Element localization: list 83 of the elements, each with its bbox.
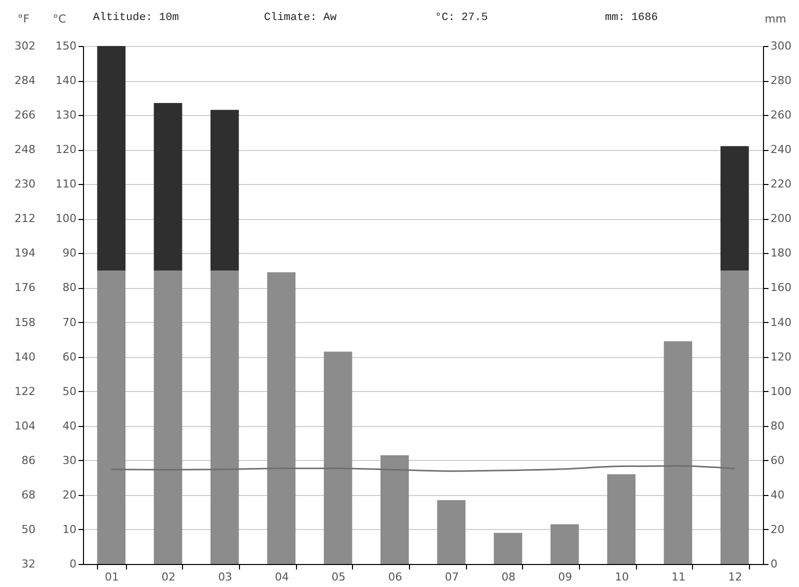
y2-tick-label: 120 xyxy=(770,350,792,364)
y2-tick-label: 80 xyxy=(770,419,784,432)
bar xyxy=(550,524,579,564)
y2-tick-label: 240 xyxy=(770,143,792,156)
y3-tick-label: 86 xyxy=(22,454,36,467)
y-tick-label: 110 xyxy=(56,178,76,191)
y3-tick-label: 212 xyxy=(14,212,36,226)
y3-tick-label: 284 xyxy=(14,74,36,88)
y2-tick-label: 200 xyxy=(770,212,792,226)
x-tick-label: 01 xyxy=(104,570,119,584)
bar xyxy=(97,270,126,564)
y3-tick-label: 68 xyxy=(22,488,36,502)
y3-tick-label: 104 xyxy=(14,419,36,432)
bar xyxy=(267,272,296,564)
text: Altitude: 10m xyxy=(93,12,179,24)
y-tick-label: 90 xyxy=(62,246,76,260)
y3-tick-label: 230 xyxy=(14,178,36,191)
bar xyxy=(210,270,239,564)
y3-tick-label: 194 xyxy=(14,246,36,260)
y2-tick-label: 140 xyxy=(770,316,792,329)
bar xyxy=(154,270,182,564)
y2-tick-label: 180 xyxy=(770,246,792,260)
y2-tick-label: 40 xyxy=(770,488,784,502)
bar xyxy=(154,102,182,270)
y3-tick-label: 122 xyxy=(14,384,36,398)
y2-tick-label: 220 xyxy=(770,178,792,191)
y-tick-label: 130 xyxy=(56,108,76,122)
y-axis-title: °C xyxy=(52,12,66,26)
bar xyxy=(720,270,749,564)
text: °C: 27.5 xyxy=(435,12,488,24)
y3-axis-title: °F xyxy=(18,12,30,26)
y-tick-label: 140 xyxy=(56,74,76,88)
bar xyxy=(494,532,522,564)
y3-tick-label: 302 xyxy=(14,40,36,52)
y2-tick-label: 20 xyxy=(770,522,784,536)
y3-tick-label: 266 xyxy=(14,108,36,122)
bar xyxy=(664,341,692,564)
y3-tick-label: 176 xyxy=(14,281,36,294)
x-tick-label: 02 xyxy=(162,570,176,584)
x-tick-label: 06 xyxy=(388,570,402,584)
bar xyxy=(210,110,239,270)
bar xyxy=(324,352,352,564)
y-tick-label: 100 xyxy=(56,212,76,226)
y3-tick-label: 50 xyxy=(22,522,36,536)
bar xyxy=(97,46,126,270)
y-tick-label: 0 xyxy=(70,558,76,570)
x-tick-label: 12 xyxy=(728,570,742,584)
y2-tick-label: 100 xyxy=(770,384,792,398)
x-tick-label: 07 xyxy=(444,570,459,584)
y2-tick-label: 260 xyxy=(770,108,792,122)
y3-tick-label: 140 xyxy=(14,350,36,364)
y3-tick-label: 158 xyxy=(14,316,36,329)
y-tick-label: 120 xyxy=(56,143,76,156)
x-tick-label: 08 xyxy=(502,570,516,584)
x-tick-label: 04 xyxy=(274,570,289,584)
x-tick-label: 11 xyxy=(672,570,686,584)
y2-tick-label: 300 xyxy=(770,40,792,52)
y-tick-label: 20 xyxy=(62,488,76,502)
y2-tick-label: 0 xyxy=(770,558,778,570)
bar xyxy=(380,455,409,564)
y2-tick-label: 60 xyxy=(770,454,784,467)
y-tick-label: 60 xyxy=(62,350,76,364)
bar xyxy=(607,474,636,564)
y-tick-label: 40 xyxy=(62,419,76,432)
y-tick-label: 10 xyxy=(62,522,76,536)
y2-tick-label: 160 xyxy=(770,281,792,294)
y2-tick-label: 280 xyxy=(770,74,792,88)
x-tick-label: 09 xyxy=(558,570,572,584)
y-tick-label: 80 xyxy=(62,281,76,294)
y-tick-label: 50 xyxy=(62,384,76,398)
bar xyxy=(437,500,466,564)
y-tick-label: 30 xyxy=(62,454,76,467)
bar xyxy=(720,146,749,270)
x-tick-label: 05 xyxy=(332,570,346,584)
x-tick-label: 10 xyxy=(614,570,629,584)
y2-axis-title: mm xyxy=(764,12,786,26)
y-tick-label: 150 xyxy=(56,40,76,52)
text: mm: 1686 xyxy=(605,12,658,24)
y-tick-label: 70 xyxy=(62,316,76,329)
y3-tick-label: 248 xyxy=(14,143,36,156)
text: Climate: Aw xyxy=(264,12,337,24)
y3-tick-label: 32 xyxy=(22,558,36,570)
x-tick-label: 03 xyxy=(218,570,232,584)
